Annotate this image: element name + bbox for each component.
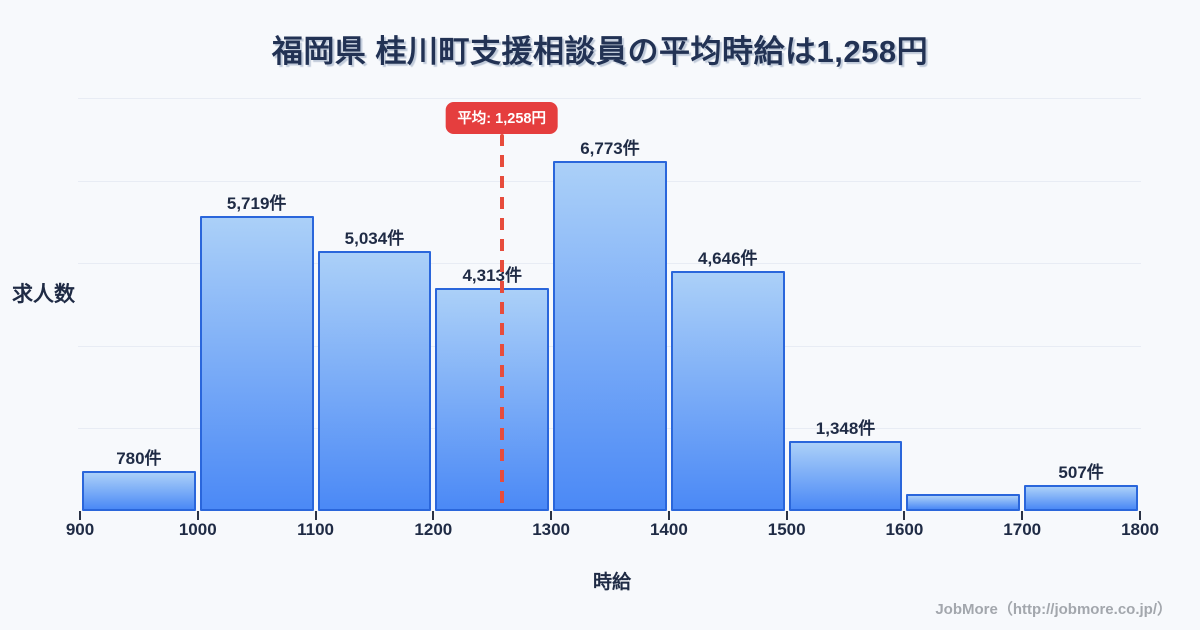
x-tick-label: 1300 [532,520,571,539]
x-axis-tick [903,511,906,520]
x-axis-title: 時給 [592,572,631,593]
x-axis-tick [550,511,553,520]
y-axis-title: 求人数 [12,283,75,306]
page-title: 福岡県 桂川町支援相談員の平均時給は1,258円 [271,34,929,69]
x-tick-label: 1400 [649,520,688,539]
histogram-bar [82,470,196,511]
bar-value-label: 5,719件 [226,193,287,213]
x-tick-label: 1800 [1121,520,1159,539]
mean-badge: 平均: 1,258円 [445,102,558,134]
histogram-bar [1024,484,1138,511]
bar-value-label: 1,348件 [815,419,876,439]
mean-line [499,134,504,511]
x-tick-label: 1700 [1003,520,1042,539]
x-tick-label: 1500 [767,520,806,539]
bar-value-label: 780件 [116,448,162,468]
x-axis-tick [79,511,81,520]
bar-value-label: 6,773件 [580,139,640,159]
x-axis-tick [196,511,199,520]
x-tick-label: 1600 [885,520,924,539]
x-axis-tick [1139,511,1141,520]
bar-value-label: 5,034件 [344,229,405,249]
histogram-bar [553,161,667,511]
x-axis-tick [432,511,435,520]
footer-credit: JobMore（http://jobmore.co.jp/） [935,601,1172,618]
bar-value-label: 4,646件 [697,249,758,269]
x-axis-tick [314,511,317,520]
histogram-bar [199,215,314,511]
gridline [78,98,1141,99]
histogram-bar [788,441,903,511]
bar-value-label: 507件 [1058,462,1104,482]
x-axis-tick [1021,511,1024,520]
histogram-bar [435,288,550,511]
bar-value-label: 4,313件 [462,266,522,286]
x-axis-tick [667,511,670,520]
x-tick-label: 1100 [297,520,334,539]
x-tick-label: 1000 [178,520,217,539]
x-axis-tick [785,511,788,520]
x-tick-label: 1200 [414,520,453,539]
histogram-bar [906,493,1021,511]
histogram-bar [670,271,785,511]
x-tick-label: 900 [65,520,95,539]
histogram-bar [317,251,432,511]
